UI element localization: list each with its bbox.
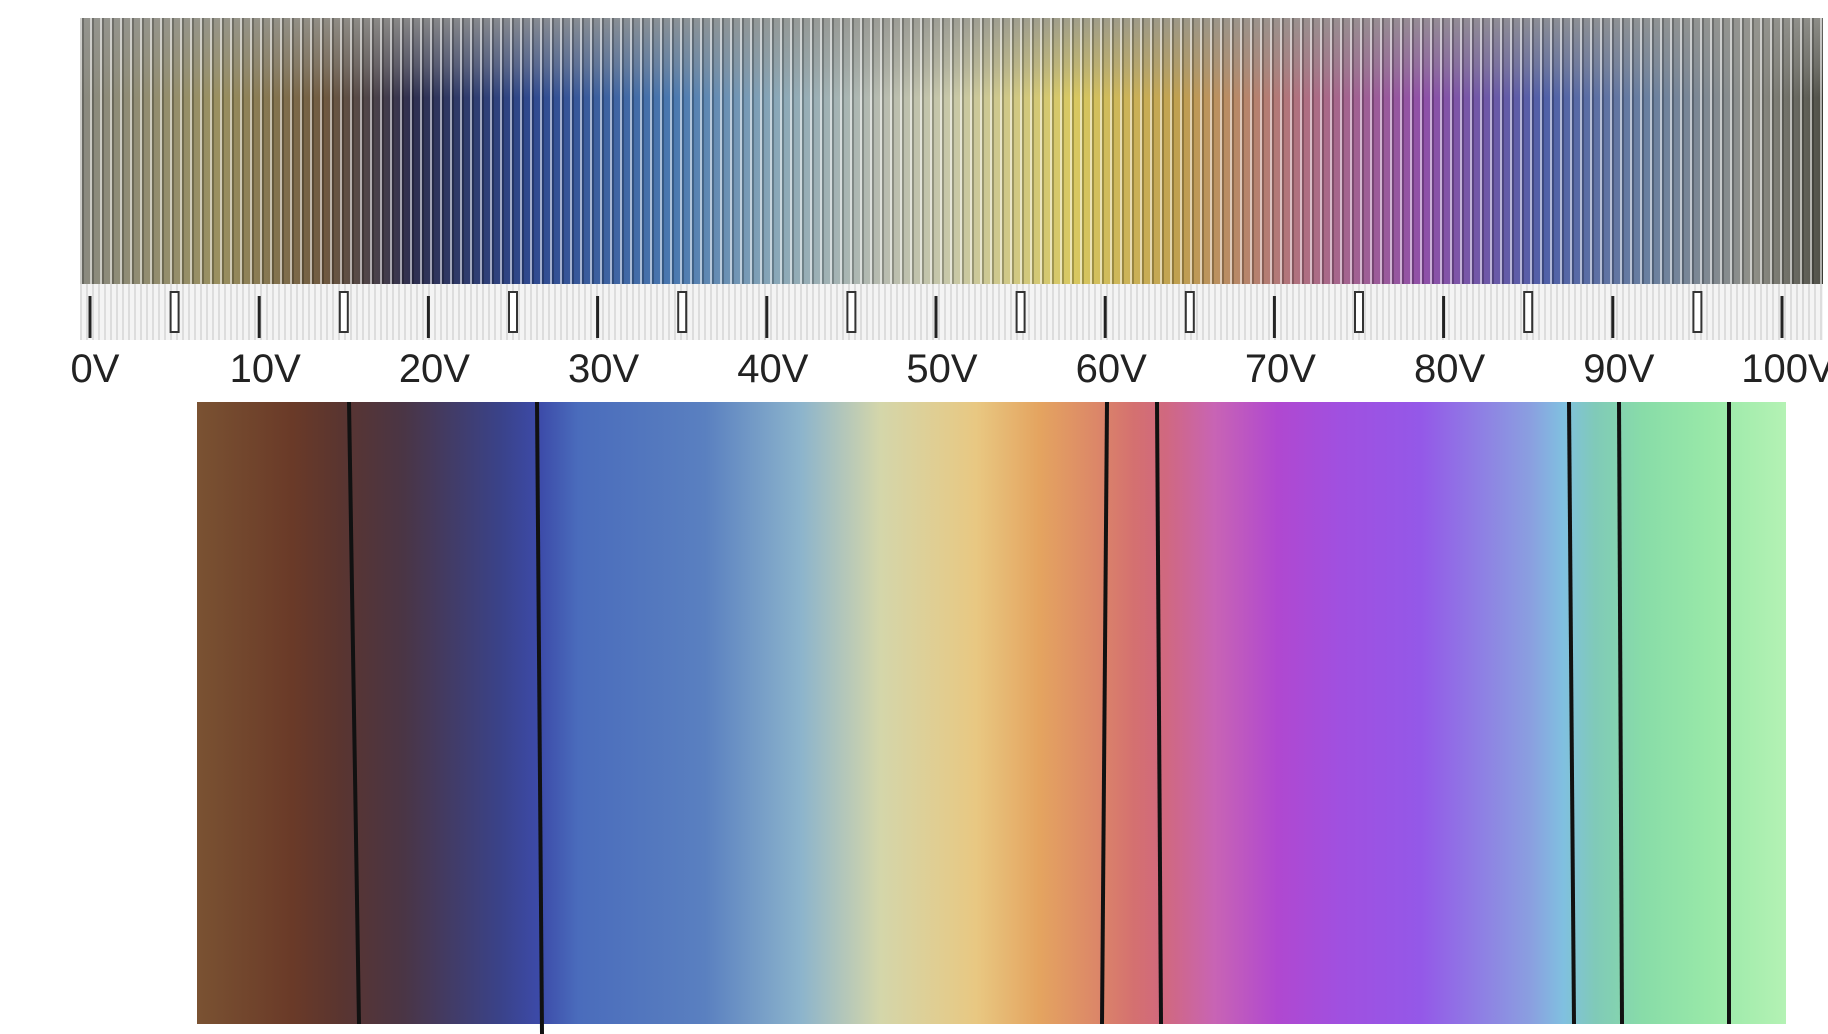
scale-label: 60V: [1076, 347, 1147, 391]
minor-tick: [846, 291, 857, 333]
boundary-lines: [347, 401, 1731, 1034]
boundary-line: [1617, 401, 1624, 1025]
boundary-line: [1567, 401, 1576, 1025]
minor-tick: [1692, 291, 1703, 333]
minor-tick: [1523, 291, 1534, 333]
minor-tick: [1015, 291, 1026, 333]
boundary-line: [1155, 401, 1163, 1025]
scale-label: 70V: [1245, 347, 1316, 391]
scale-label: 50V: [906, 347, 977, 391]
minor-tick: [169, 291, 180, 333]
titanium-photo: [80, 18, 1823, 284]
minor-tick: [508, 291, 518, 333]
color-gradient: [197, 402, 1786, 1024]
boundary-line: [1100, 401, 1109, 1025]
minor-tick: [1354, 291, 1364, 333]
boundary-line: [535, 401, 544, 1034]
scale-label: 0V: [71, 347, 120, 391]
scale-label: 90V: [1583, 347, 1654, 391]
scale-label: 10V: [230, 347, 301, 391]
scale-label: 30V: [568, 347, 639, 391]
boundary-line: [347, 401, 361, 1025]
minor-tick: [677, 291, 688, 333]
scale-label: 40V: [737, 347, 808, 391]
scale-label: 80V: [1414, 347, 1485, 391]
ticks: 0V 10V 20V 30V 40V 50V 60V 70V 80V 90V 100V: [71, 291, 1828, 391]
scale-label: 20V: [399, 347, 470, 391]
minor-tick: [338, 291, 349, 333]
minor-tick: [1184, 291, 1195, 333]
scale-label: 100V: [1741, 347, 1828, 391]
